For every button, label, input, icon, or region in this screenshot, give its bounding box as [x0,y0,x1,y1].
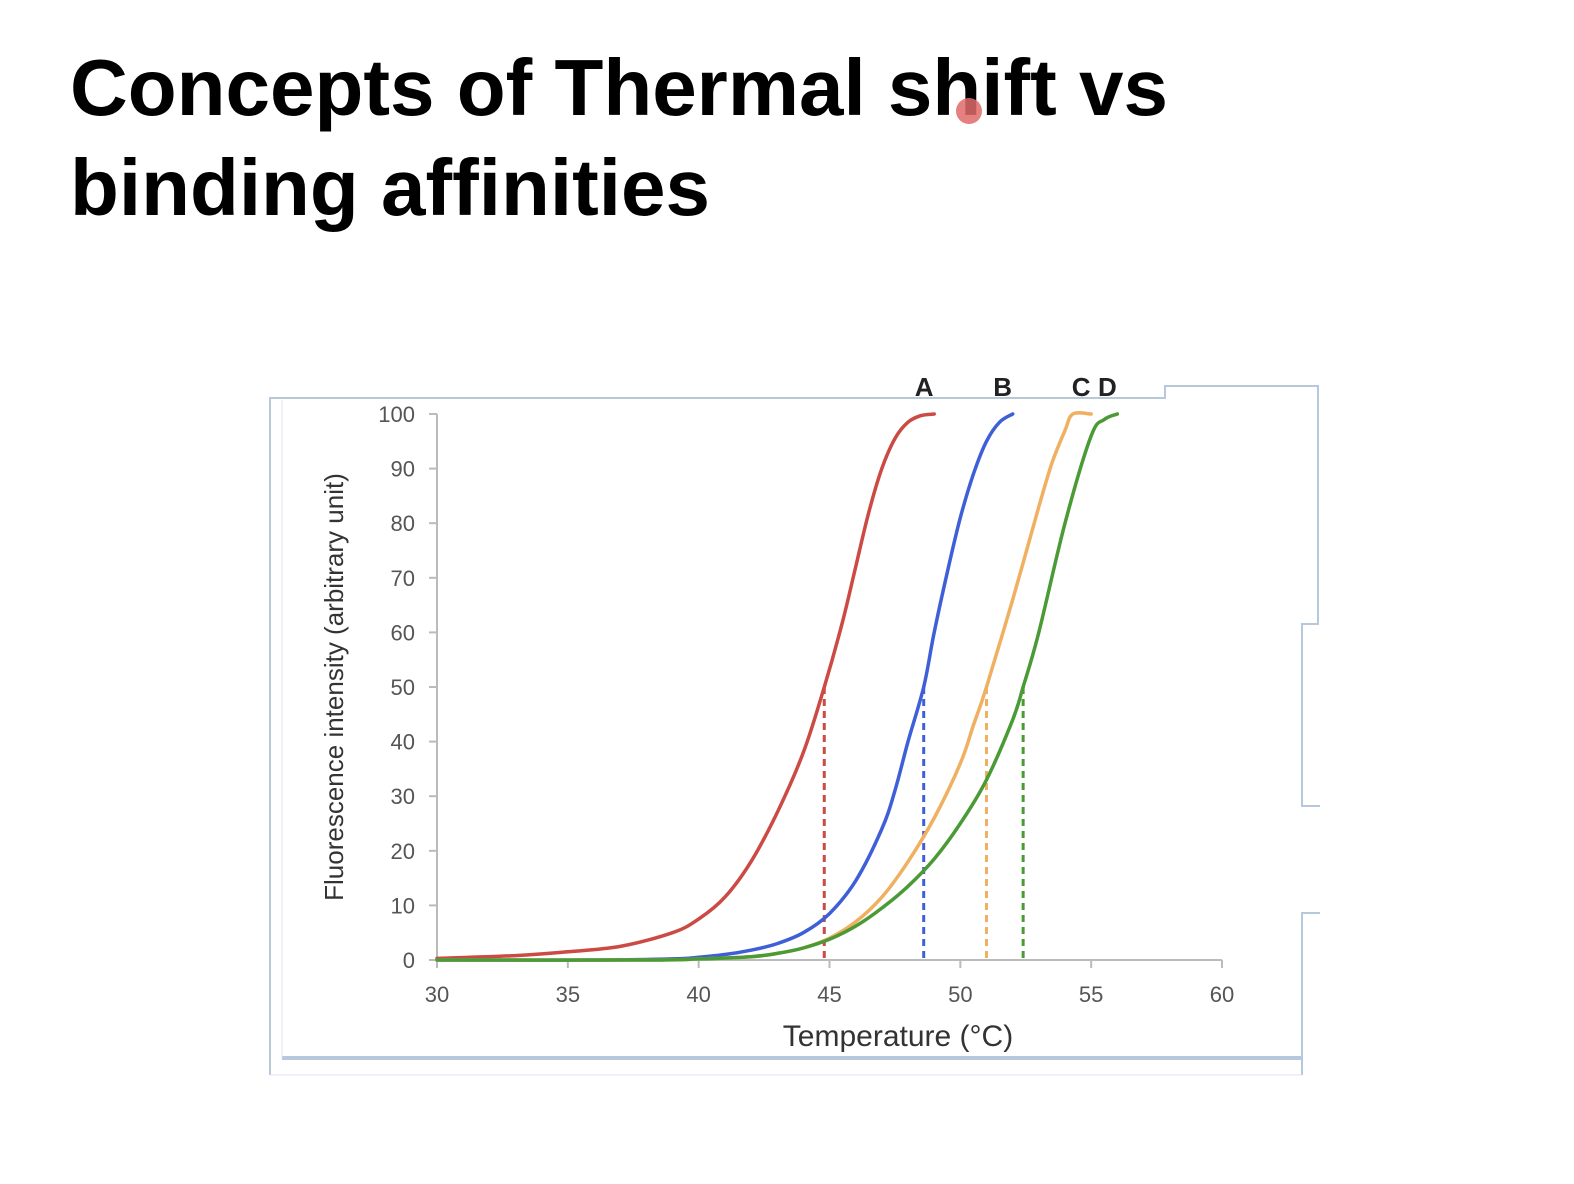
series-label-b: B [993,372,1012,402]
y-tick-label: 100 [378,402,415,427]
series-label-a: A [915,372,934,402]
x-tick-label: 55 [1079,982,1103,1007]
x-tick-label: 30 [425,982,449,1007]
x-tick-label: 35 [556,982,580,1007]
y-tick-label: 0 [403,948,415,973]
laser-pointer-dot [956,98,982,124]
y-tick-label: 80 [391,511,415,536]
x-tick-label: 50 [948,982,972,1007]
series-label-d: D [1098,372,1117,402]
series-label-c: C [1072,372,1091,402]
tm-droplines [822,687,1025,958]
y-tick-label: 60 [391,620,415,645]
slide-title: Concepts of Thermal shift vs binding aff… [70,38,1370,238]
x-tick-label: 45 [817,982,841,1007]
chart-frame-right-lower [1301,912,1320,1075]
y-tick-label: 10 [391,893,415,918]
y-tick-label: 90 [391,457,415,482]
y-tick-label: 50 [391,675,415,700]
slide-title-line-1: Concepts of Thermal shift vs [70,43,1168,132]
y-tick-label: 40 [391,730,415,755]
y-axis-title: Fluorescence intensity (arbitrary unit) [319,473,349,901]
series-line-b [435,412,1015,962]
axes-layer: 0 10 20 30 40 50 60 70 80 90 100 30 35 40 45 50 55 60 [378,402,1234,1007]
x-axis-title: Temperature (°C) [783,1020,1013,1053]
y-tick-label: 70 [391,566,415,591]
x-tick-label: 40 [686,982,710,1007]
series-layer [435,411,1120,962]
y-tick-label: 20 [391,839,415,864]
y-tick-label: 30 [391,784,415,809]
series-line-d [435,412,1120,962]
slide-title-line-2: binding affinities [70,143,710,232]
series-line-c [435,411,1093,962]
chart-frame-upper [269,385,1320,1075]
x-tick-label: 60 [1210,982,1234,1007]
series-line-a [435,412,936,961]
